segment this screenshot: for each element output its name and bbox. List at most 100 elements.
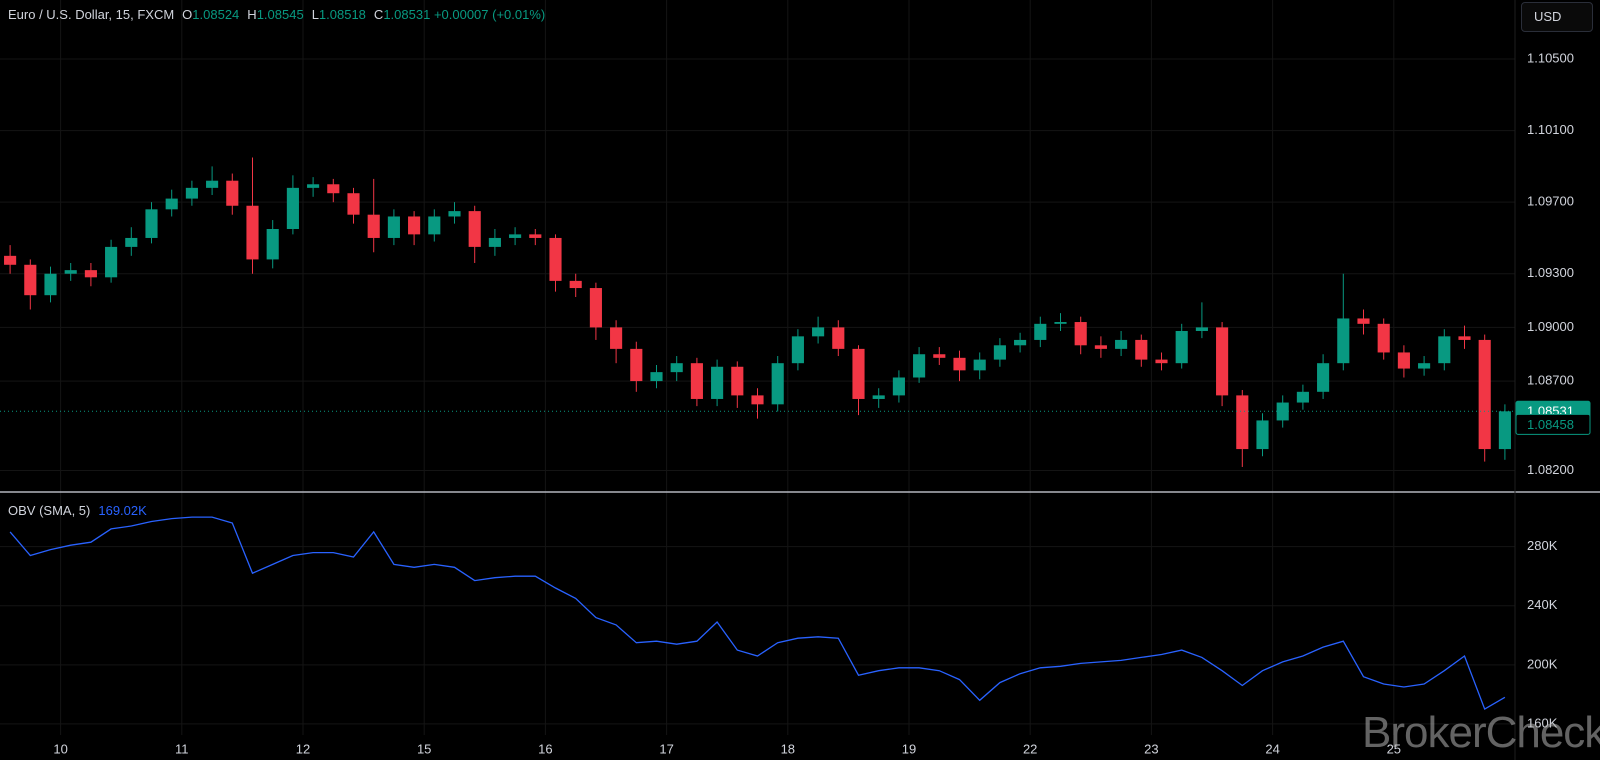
candle-body xyxy=(892,377,905,396)
candle-body xyxy=(1438,336,1451,364)
candle-body xyxy=(610,327,623,349)
candle-body xyxy=(44,273,57,296)
candle-body xyxy=(286,187,299,230)
candle-body xyxy=(650,372,663,382)
candle-body xyxy=(1135,339,1148,360)
x-tick-label: 25 xyxy=(1387,741,1401,756)
obv-line xyxy=(9,516,1506,711)
candle-body xyxy=(1034,323,1047,340)
change: +0.00007 (+0.01%) xyxy=(433,7,546,22)
candle-body xyxy=(1377,323,1390,353)
ohlc-value: 1.08524 xyxy=(192,7,240,22)
candle-body xyxy=(347,193,360,215)
y-tick-label: 160K xyxy=(1527,715,1558,730)
candle-body xyxy=(731,366,744,396)
currency-button[interactable]: USD xyxy=(1521,2,1593,32)
candle-body xyxy=(64,270,77,274)
candle-body xyxy=(751,395,764,405)
candle-body xyxy=(4,255,17,265)
price-label: 1.08458 xyxy=(1527,417,1574,432)
candle-body xyxy=(24,264,37,296)
candle-body xyxy=(690,363,703,399)
candle-body xyxy=(1074,322,1087,346)
candle-body xyxy=(1478,339,1491,450)
indicator-legend: OBV (SMA, 5) 169.02K xyxy=(8,503,147,518)
ohlc-label: L xyxy=(311,7,319,22)
candle-body xyxy=(1094,345,1107,349)
x-tick-label: 23 xyxy=(1144,741,1158,756)
ohlc-values: O1.08524 H1.08545 L1.08518 C1.08531 xyxy=(174,7,430,22)
x-tick-label: 16 xyxy=(538,741,552,756)
candle-body xyxy=(1458,336,1471,340)
ohlc-label: O xyxy=(182,7,193,22)
candle-body xyxy=(246,205,259,260)
candle-body xyxy=(1155,359,1168,364)
candle-body xyxy=(852,348,865,399)
candle-body xyxy=(1337,318,1350,364)
candle-body xyxy=(1216,327,1229,396)
candle-body xyxy=(488,237,501,247)
candle-body xyxy=(1357,318,1370,324)
candle-body xyxy=(529,234,542,238)
candle-body xyxy=(367,214,380,238)
candle-body xyxy=(226,180,239,206)
y-tick-label: 1.10100 xyxy=(1527,122,1574,137)
ohlc-value: 1.08531 xyxy=(383,7,431,22)
symbol-header: Euro / U.S. Dollar, 15, FXCM O1.08524 H1.0… xyxy=(8,7,545,22)
candle-body xyxy=(125,237,138,247)
candle-body xyxy=(307,184,320,188)
candle-body xyxy=(185,187,198,199)
y-tick-label: 1.09700 xyxy=(1527,194,1574,209)
x-tick-label: 22 xyxy=(1023,741,1037,756)
ohlc-value: 1.08545 xyxy=(256,7,304,22)
watermark: BrokerCheck xyxy=(1362,708,1600,757)
candle-body xyxy=(1054,322,1067,324)
candle-body xyxy=(670,363,683,373)
y-tick-label: 240K xyxy=(1527,597,1558,612)
candle-body xyxy=(1195,327,1208,331)
x-tick-label: 24 xyxy=(1265,741,1279,756)
y-tick-label: 280K xyxy=(1527,538,1558,553)
candle-body xyxy=(872,395,885,399)
y-tick-label: 1.09300 xyxy=(1527,265,1574,280)
indicator-value: 169.02K xyxy=(98,503,147,518)
candle-body xyxy=(448,211,461,217)
candle-body xyxy=(711,366,724,399)
x-tick-label: 12 xyxy=(296,741,310,756)
candle-body xyxy=(1498,411,1511,450)
candle-body xyxy=(812,327,825,337)
candle-body xyxy=(569,280,582,289)
y-tick-label: 200K xyxy=(1527,656,1558,671)
candle-body xyxy=(1397,352,1410,369)
candle-body xyxy=(791,336,804,364)
candle-body xyxy=(1418,363,1431,369)
candle-body xyxy=(145,209,158,238)
candle-body xyxy=(408,216,421,235)
candle-body xyxy=(1296,391,1309,403)
candle-body xyxy=(993,345,1006,360)
price-label-box xyxy=(1515,413,1591,435)
candle-body xyxy=(1256,420,1269,450)
indicator-title: OBV (SMA, 5) xyxy=(8,503,91,518)
candle-body xyxy=(973,359,986,371)
candle-body xyxy=(832,327,845,349)
x-tick-label: 19 xyxy=(902,741,916,756)
ohlc-label: H xyxy=(247,7,257,22)
candle-body xyxy=(206,180,219,188)
x-tick-label: 18 xyxy=(781,741,795,756)
candle-body xyxy=(468,211,481,247)
candle-body xyxy=(509,234,522,238)
y-tick-label: 1.08700 xyxy=(1527,373,1574,388)
candle-body xyxy=(84,270,97,278)
candle-body xyxy=(1317,363,1330,392)
candle-body xyxy=(1014,339,1027,346)
ohlc-value: 1.08518 xyxy=(318,7,366,22)
candle-body xyxy=(105,246,118,278)
candle-body xyxy=(1115,339,1128,349)
y-tick-label: 1.10500 xyxy=(1527,50,1574,65)
x-tick-label: 17 xyxy=(659,741,673,756)
candle-body xyxy=(549,237,562,281)
x-tick-label: 11 xyxy=(175,741,189,756)
candle-body xyxy=(953,357,966,371)
